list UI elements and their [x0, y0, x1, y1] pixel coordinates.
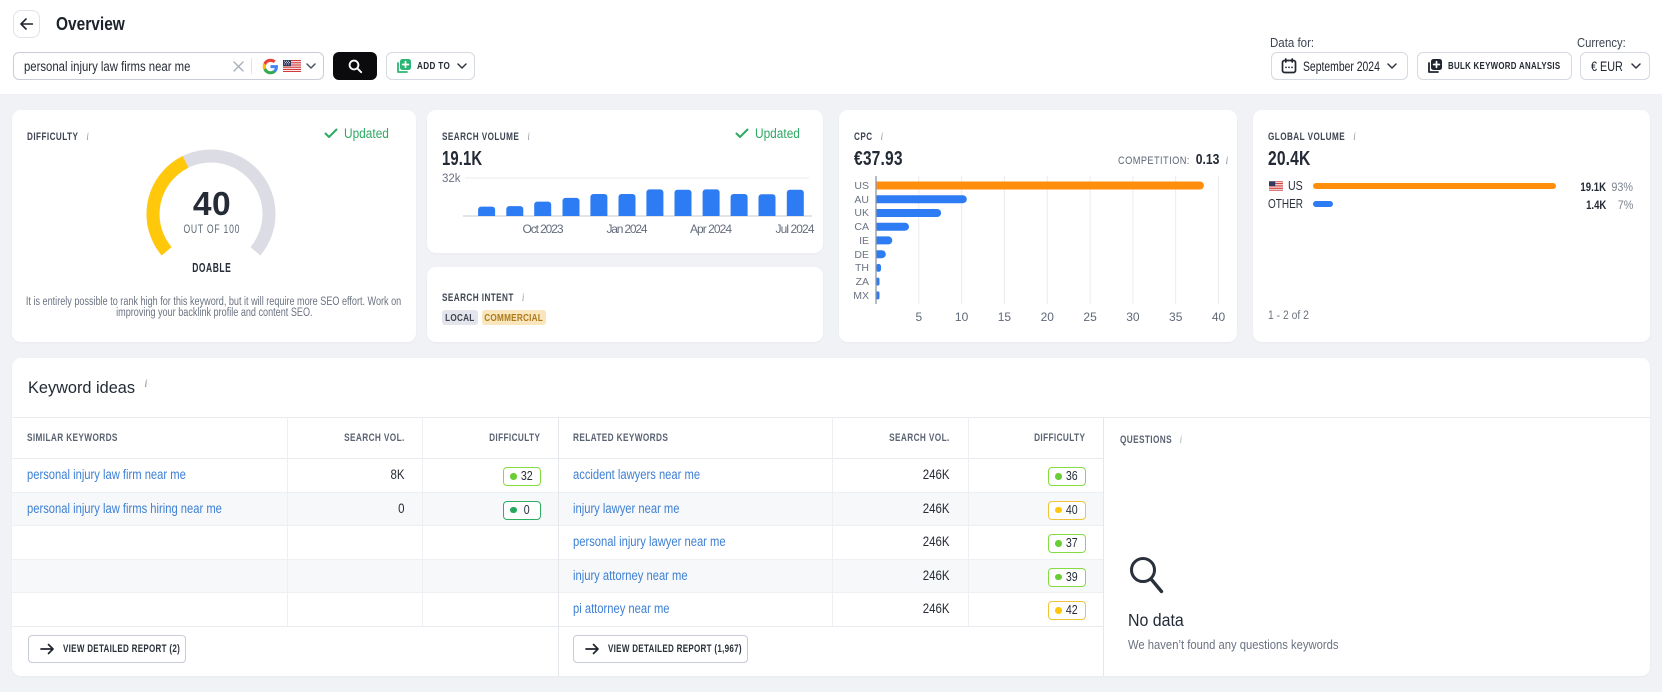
svg-text:10: 10 — [955, 310, 969, 324]
svg-text:US: US — [854, 180, 869, 192]
svg-text:TH: TH — [855, 262, 869, 274]
svg-text:32k: 32k — [442, 173, 461, 185]
svg-text:Jul 2024: Jul 2024 — [776, 222, 815, 236]
svg-text:Oct 2023: Oct 2023 — [523, 222, 564, 236]
svg-text:15: 15 — [998, 310, 1012, 324]
svg-text:CA: CA — [854, 221, 869, 233]
svg-text:DE: DE — [854, 249, 869, 261]
svg-text:ZA: ZA — [856, 276, 869, 288]
svg-text:25: 25 — [1083, 310, 1097, 324]
svg-text:IE: IE — [859, 235, 869, 247]
svg-text:5: 5 — [915, 310, 922, 324]
svg-text:Apr 2024: Apr 2024 — [690, 222, 732, 236]
svg-text:UK: UK — [854, 207, 869, 219]
svg-text:40: 40 — [1212, 310, 1226, 324]
svg-text:20: 20 — [1041, 310, 1055, 324]
svg-text:AU: AU — [854, 194, 869, 206]
svg-text:MX: MX — [853, 290, 869, 302]
svg-text:30: 30 — [1126, 310, 1140, 324]
svg-text:Jan 2024: Jan 2024 — [607, 222, 648, 236]
svg-text:35: 35 — [1169, 310, 1183, 324]
